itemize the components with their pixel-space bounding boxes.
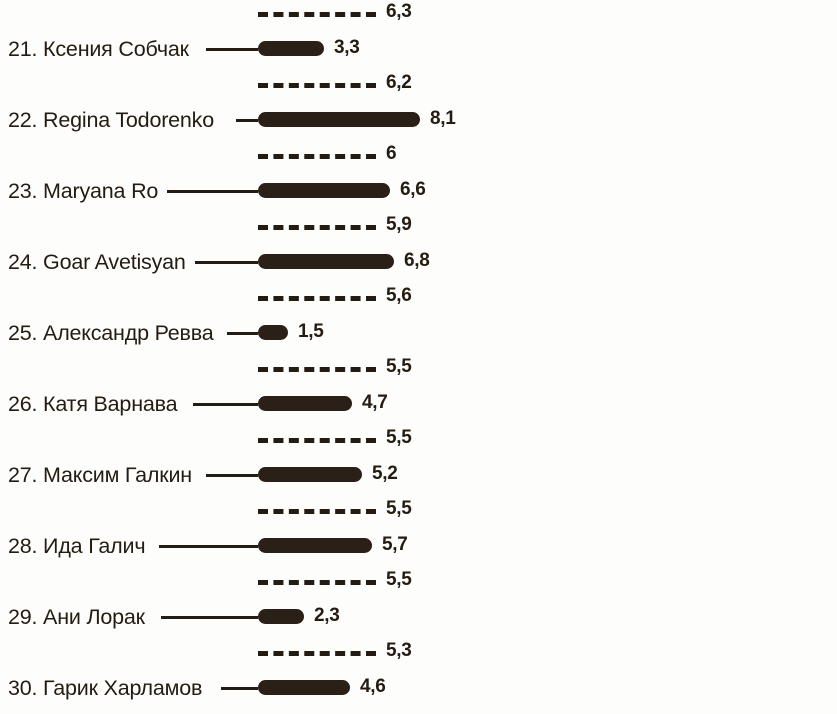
leader-line [167,190,258,193]
value-bar [258,680,350,695]
reference-dashed-line [258,509,376,514]
value-bar [258,183,390,198]
value-bar [258,41,324,56]
value-bar [258,254,394,269]
chart-row: 5,6 25. Александр Ревва 1,5 [0,284,837,355]
leader-line [193,403,258,406]
value-label: 4,7 [362,392,388,413]
value-label: 4,6 [360,676,386,697]
leader-line [206,474,258,477]
reference-dashed-line [258,438,376,443]
reference-value-label: 5,5 [386,498,412,519]
reference-value-label: 5,9 [386,214,412,235]
value-label: 6,8 [404,250,430,271]
leader-line [195,261,258,264]
chart-row: 5,3 30. Гарик Харламов 4,6 [0,639,837,710]
leader-line [159,545,258,548]
leader-line [227,332,258,335]
value-label: 1,5 [298,321,324,342]
value-bar [258,112,420,127]
reference-value-label: 6,3 [386,1,412,22]
chart-row: 6,2 22. Regina Todorenko 8,1 [0,71,837,142]
reference-value-label: 6,2 [386,72,412,93]
row-name-label: 21. Ксения Собчак [8,37,189,61]
reference-value-label: 5,5 [386,569,412,590]
chart-row: 6,3 21. Ксения Собчак 3,3 [0,0,837,71]
value-label: 2,3 [314,605,340,626]
reference-value-label: 5,5 [386,427,412,448]
chart-row: 5,5 27. Максим Галкин 5,2 [0,426,837,497]
reference-value-label: 5,3 [386,640,412,661]
reference-dashed-line [258,154,376,159]
leader-line [221,687,258,690]
row-name-label: 28. Ида Галич [8,534,146,558]
row-name-label: 24. Goar Avetisyan [8,250,186,274]
chart-row: 5,5 26. Катя Варнава 4,7 [0,355,837,426]
reference-dashed-line [258,225,376,230]
chart-row: 6 23. Maryana Ro 6,6 [0,142,837,213]
row-name-label: 23. Maryana Ro [8,179,159,203]
chart-row: 5,5 28. Ида Галич 5,7 [0,497,837,568]
row-name-label: 25. Александр Ревва [8,321,214,345]
chart-row: 5,5 29. Ани Лорак 2,3 [0,568,837,639]
value-label: 5,2 [372,463,398,484]
row-name-label: 29. Ани Лорак [8,605,145,629]
value-bar [258,609,304,624]
value-bar [258,538,372,553]
chart-row: 5,9 24. Goar Avetisyan 6,8 [0,213,837,284]
leader-line [206,48,258,51]
reference-dashed-line [258,83,376,88]
value-bar [258,325,288,340]
row-name-label: 22. Regina Todorenko [8,108,214,132]
value-bar [258,396,352,411]
reference-dashed-line [258,367,376,372]
value-label: 8,1 [430,108,456,129]
reference-dashed-line [258,580,376,585]
row-name-label: 30. Гарик Харламов [8,676,203,700]
reference-dashed-line [258,296,376,301]
reference-value-label: 5,6 [386,285,412,306]
row-name-label: 27. Максим Галкин [8,463,192,487]
reference-dashed-line [258,12,376,17]
row-name-label: 26. Катя Варнава [8,392,178,416]
leader-line [161,616,258,619]
reference-dashed-line [258,651,376,656]
reference-value-label: 6 [386,143,397,164]
reference-value-label: 5,5 [386,356,412,377]
leader-line [236,119,258,122]
value-bar [258,467,362,482]
value-label: 5,7 [382,534,408,555]
value-label: 3,3 [334,37,360,58]
value-label: 6,6 [400,179,426,200]
